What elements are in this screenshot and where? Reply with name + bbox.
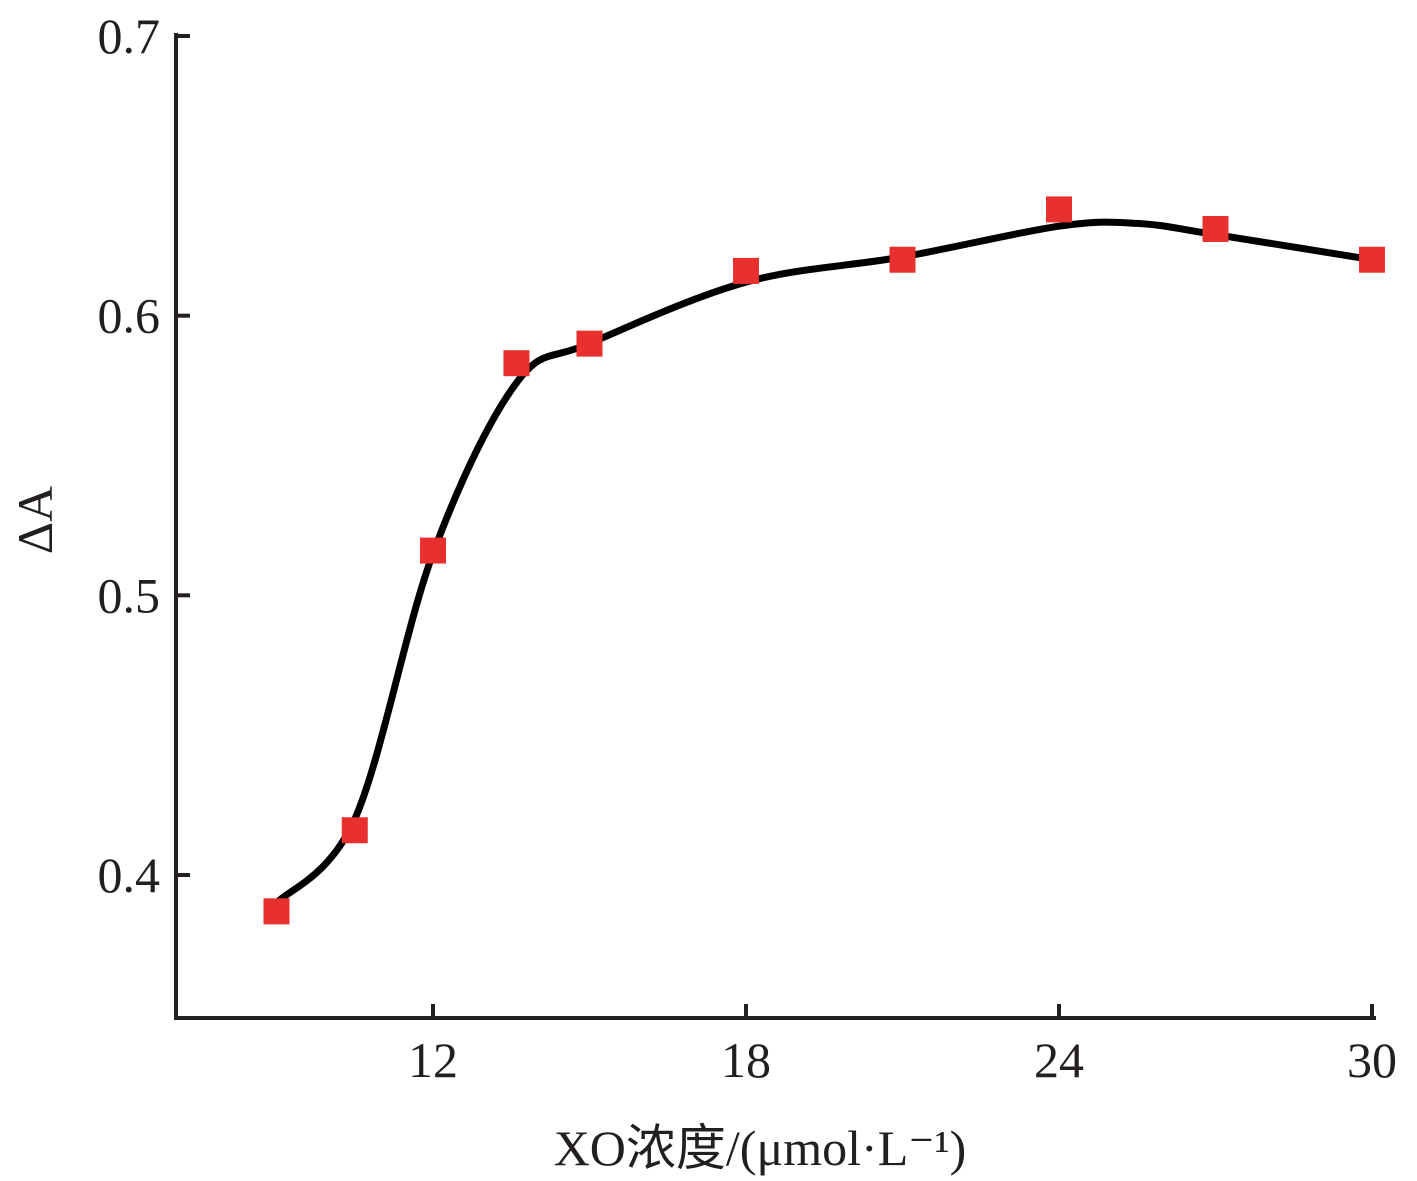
data-point-marker	[733, 257, 759, 284]
y-tick-label: 0.5	[98, 567, 161, 623]
plot-area: 0.4 0.5 0.6 0.7 12 18 24 30	[98, 8, 1398, 1088]
x-tick-label: 30	[1347, 1032, 1397, 1088]
x-tick-label: 18	[721, 1032, 771, 1088]
data-markers	[263, 196, 1385, 925]
data-point-marker	[1046, 196, 1072, 223]
data-point-marker	[576, 330, 603, 357]
data-point-marker	[420, 537, 446, 564]
x-axis-title: XO浓度/(μmol·L⁻¹)	[554, 1120, 967, 1176]
data-point-marker	[263, 898, 290, 925]
x-ticks: 12 18 24 30	[408, 1004, 1397, 1088]
y-axis-title: ΔA	[7, 486, 63, 554]
x-tick-label: 24	[1034, 1032, 1084, 1088]
y-ticks: 0.4 0.5 0.6 0.7	[98, 8, 190, 903]
data-point-marker	[1202, 215, 1229, 242]
data-point-marker	[1359, 246, 1385, 273]
data-point-marker	[889, 246, 916, 273]
data-point-marker	[503, 350, 530, 377]
fit-curve	[273, 218, 1376, 907]
data-point-marker	[341, 817, 368, 844]
y-tick-label: 0.4	[98, 847, 161, 903]
y-tick-label: 0.6	[98, 288, 161, 344]
x-tick-label: 12	[408, 1032, 458, 1088]
y-tick-label: 0.7	[98, 8, 161, 64]
